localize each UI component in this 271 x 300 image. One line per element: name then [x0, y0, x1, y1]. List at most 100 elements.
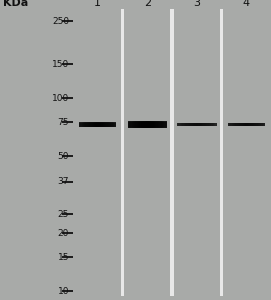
Text: 75: 75: [58, 118, 69, 127]
Bar: [228, 123, 265, 126]
Bar: [177, 124, 217, 126]
Bar: [131, 121, 163, 128]
Bar: [228, 123, 265, 126]
Bar: [177, 124, 217, 126]
Bar: [79, 122, 116, 127]
Bar: [79, 123, 116, 126]
Bar: [79, 122, 116, 127]
Bar: [94, 122, 101, 127]
Bar: [133, 121, 162, 128]
Bar: [121, 9, 124, 296]
Bar: [79, 122, 116, 127]
Bar: [128, 121, 167, 128]
Bar: [228, 123, 265, 126]
Bar: [184, 123, 210, 126]
Bar: [228, 123, 265, 126]
Bar: [188, 123, 206, 126]
Text: 2: 2: [144, 0, 151, 8]
Bar: [141, 121, 154, 128]
Bar: [82, 122, 114, 127]
Bar: [230, 123, 263, 126]
Bar: [129, 121, 166, 128]
Text: 25: 25: [58, 210, 69, 219]
Bar: [136, 121, 159, 128]
Text: 20: 20: [58, 229, 69, 238]
Bar: [228, 123, 265, 126]
Bar: [128, 122, 167, 128]
Bar: [235, 123, 258, 126]
Bar: [128, 122, 167, 128]
Bar: [79, 123, 116, 126]
Text: 50: 50: [58, 152, 69, 161]
Text: 3: 3: [193, 0, 200, 8]
Bar: [79, 122, 116, 127]
Bar: [128, 122, 167, 127]
Bar: [228, 123, 265, 126]
Bar: [134, 121, 160, 128]
Bar: [130, 121, 164, 128]
Bar: [177, 123, 217, 126]
Bar: [146, 121, 149, 128]
Bar: [128, 121, 167, 128]
Bar: [196, 123, 198, 126]
Bar: [228, 123, 265, 126]
Bar: [137, 121, 158, 128]
Text: 100: 100: [52, 94, 69, 103]
Bar: [83, 122, 112, 127]
Bar: [170, 9, 174, 296]
Bar: [177, 123, 217, 126]
Text: 250: 250: [52, 17, 69, 26]
Bar: [89, 122, 106, 127]
Bar: [177, 123, 217, 126]
Bar: [244, 123, 249, 126]
Bar: [241, 123, 251, 126]
Bar: [192, 123, 202, 126]
Bar: [228, 123, 265, 126]
Bar: [181, 123, 213, 126]
Bar: [220, 9, 223, 296]
Bar: [177, 123, 217, 126]
Bar: [79, 122, 116, 127]
Bar: [228, 123, 265, 126]
Bar: [95, 122, 100, 127]
Bar: [185, 123, 209, 126]
Bar: [179, 123, 215, 126]
Bar: [143, 121, 151, 128]
Bar: [93, 122, 103, 127]
Bar: [79, 122, 116, 127]
Bar: [177, 123, 217, 126]
Bar: [128, 121, 167, 128]
Bar: [177, 123, 217, 126]
Bar: [85, 122, 110, 127]
Bar: [138, 121, 156, 128]
Bar: [190, 123, 204, 126]
Bar: [228, 123, 265, 126]
Bar: [228, 123, 265, 126]
Text: 37: 37: [58, 177, 69, 186]
Bar: [177, 124, 217, 126]
Bar: [228, 123, 265, 126]
Bar: [245, 123, 248, 126]
Bar: [177, 123, 217, 126]
Bar: [243, 123, 250, 126]
Bar: [128, 122, 167, 127]
Bar: [229, 123, 264, 126]
Bar: [79, 122, 116, 127]
Bar: [180, 123, 214, 126]
Text: 10: 10: [58, 287, 69, 296]
Bar: [238, 123, 255, 126]
Bar: [86, 122, 109, 127]
Bar: [228, 123, 265, 126]
Bar: [128, 122, 167, 127]
Bar: [128, 122, 167, 128]
Bar: [79, 122, 116, 127]
Bar: [177, 123, 217, 126]
Bar: [240, 123, 253, 126]
Text: 1: 1: [94, 0, 101, 8]
Bar: [194, 123, 199, 126]
Bar: [189, 123, 205, 126]
Bar: [239, 123, 254, 126]
Bar: [79, 123, 116, 127]
Bar: [177, 123, 217, 126]
Bar: [88, 122, 108, 127]
